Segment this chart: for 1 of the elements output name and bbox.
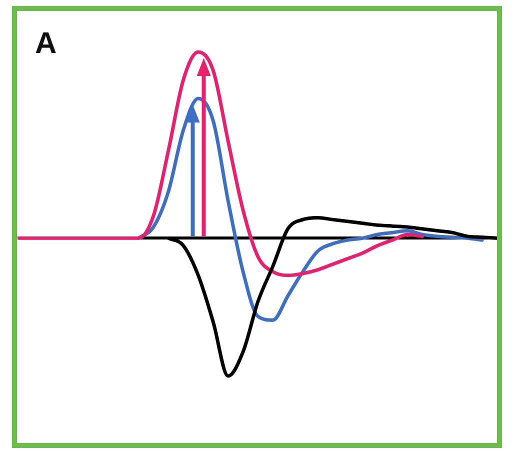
chart-title: A	[35, 27, 57, 61]
